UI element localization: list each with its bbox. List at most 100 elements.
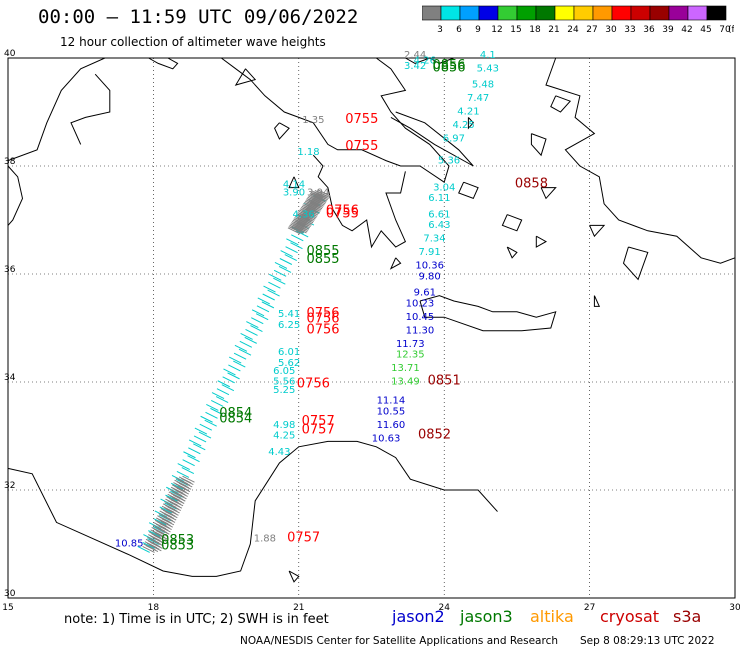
legend-jason2: jason2 [392,607,445,626]
track-mark [274,261,288,269]
track-mark [268,281,281,289]
track-mark [200,415,213,423]
track-mark [153,522,167,530]
track-mark [157,515,170,523]
track-mark [290,242,303,250]
track-mark [299,208,313,216]
track-mark [309,192,323,200]
colorbar-label: 30 [605,25,617,35]
note-text: note: 1) Time is in UTC; 2) SWH is in fe… [64,612,329,627]
coastline [390,111,474,167]
track-mark [164,500,177,508]
track-mark [204,419,217,427]
track-mark [170,482,184,490]
colorbar-label: 39 [662,25,674,35]
wave-height-label: 6.01 [278,347,300,358]
wave-height-label: 9.61 [414,288,436,299]
wave-height-label: 6.05 [273,366,295,377]
track-mark [172,484,185,492]
track-mark [307,196,320,204]
wave-height-label: 4.25 [452,120,474,131]
track-mark [137,545,150,553]
track-mark [273,269,287,277]
colorbar-label: 9 [475,25,481,35]
track-mark [142,545,155,553]
track-mark [294,217,307,225]
wave-height-label: 11.30 [406,325,435,336]
track-mark [166,496,179,504]
track-mark [206,403,219,411]
track-mark [293,218,306,226]
pass-time-label: 0853 [161,538,194,553]
colorbar-swatch [706,5,727,21]
wave-height-label: 4.1 [480,50,496,61]
coastline [234,68,257,86]
pass-time-label: 0755 [326,206,359,221]
track-mark [142,542,155,549]
track-mark [284,254,297,262]
track-mark [298,210,311,218]
lon-tick-label: 24 [438,603,450,612]
wave-height-label: 4.26 [414,55,436,66]
pass-time-label: 0755 [345,139,378,154]
lon-tick-label: 27 [584,603,595,612]
track-mark [178,476,192,484]
track-mark [198,431,212,439]
track-mark [306,198,319,205]
wave-height-label: 13.49 [391,377,420,388]
track-mark [162,503,176,511]
pass-time-label: 0757 [302,414,335,429]
pass-time-label: 0858 [515,177,548,192]
track-mark [146,536,160,544]
track-mark [302,204,315,212]
wave-height-label: 10.63 [372,433,401,444]
wave-height-label: 5.41 [278,309,300,320]
coastline [376,57,450,183]
coastline [148,57,179,70]
wave-height-label: 3.94 [307,188,329,199]
colorbar-label: 70 [719,25,731,35]
track-mark [317,189,331,197]
coastline [501,214,523,232]
pass-time-label: 0854 [219,406,252,421]
track-mark [215,396,229,403]
coastline [405,57,455,64]
track-mark [188,447,201,455]
wave-height-label: 5.36 [438,155,460,166]
lat-tick-label: 36 [4,265,16,275]
track-mark [193,443,206,451]
coastline [535,235,548,248]
track-mark [273,277,286,285]
coastline [274,122,290,140]
track-mark [176,471,190,478]
track-mark [159,506,172,514]
colorbar-label: 3 [437,25,443,35]
track-mark [154,519,168,527]
track-mark [170,486,184,494]
track-mark [314,189,328,197]
lon-tick-label: 18 [148,603,160,612]
track-mark [148,534,161,542]
track-mark [165,498,178,506]
track-mark [311,190,324,198]
coastline [458,181,479,200]
track-mark [222,376,235,384]
wave-height-label: 6.61 [428,209,450,220]
track-mark [216,388,230,396]
track-mark [161,505,175,513]
track-mark [261,301,275,309]
track-mark [310,191,324,199]
colorbar-label: 18 [529,25,541,35]
track-mark [160,508,174,515]
wave-height-label: 11.14 [377,396,406,407]
track-mark [183,451,196,459]
wave-height-label: 10.45 [406,312,435,323]
track-mark [151,527,164,534]
track-mark [240,332,253,340]
wave-height-label: 7.34 [423,234,445,245]
pass-time-label: 0854 [219,412,252,427]
track-mark [280,250,293,258]
track-mark [221,384,235,392]
wave-height-label: 3.04 [433,182,455,193]
wave-height-label: 4.14 [283,180,305,191]
